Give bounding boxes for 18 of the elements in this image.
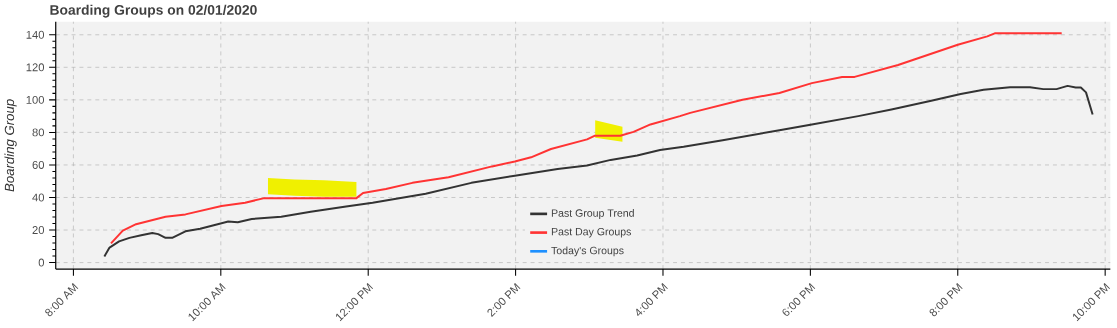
legend-label: Today's Groups [551, 246, 624, 257]
y-tick-label: 60 [32, 160, 45, 169]
line-series [110, 32, 1063, 245]
chart-title: Boarding Groups on 02/01/2020 [50, 4, 257, 18]
y-tick-label: 20 [32, 226, 45, 234]
x-tick-label: 8:00 AM [45, 282, 79, 317]
legend-label: Past Group Trend [551, 209, 634, 219]
y-tick-label: 120 [26, 63, 45, 72]
x-tick-label: 4:00 PM [636, 282, 668, 316]
y-tick-label: 0 [38, 258, 45, 267]
y-tick-label: 140 [26, 30, 45, 39]
legend-label: Past Day Groups [551, 227, 632, 238]
y-tick-label: 100 [26, 95, 45, 104]
x-tick-label: 6:00 PM [782, 282, 816, 316]
line-series [103, 84, 1094, 258]
y-tick-label: 40 [32, 193, 45, 202]
y-axis-title: Boarding Group [4, 99, 17, 192]
y-tick-label: 80 [32, 128, 45, 137]
